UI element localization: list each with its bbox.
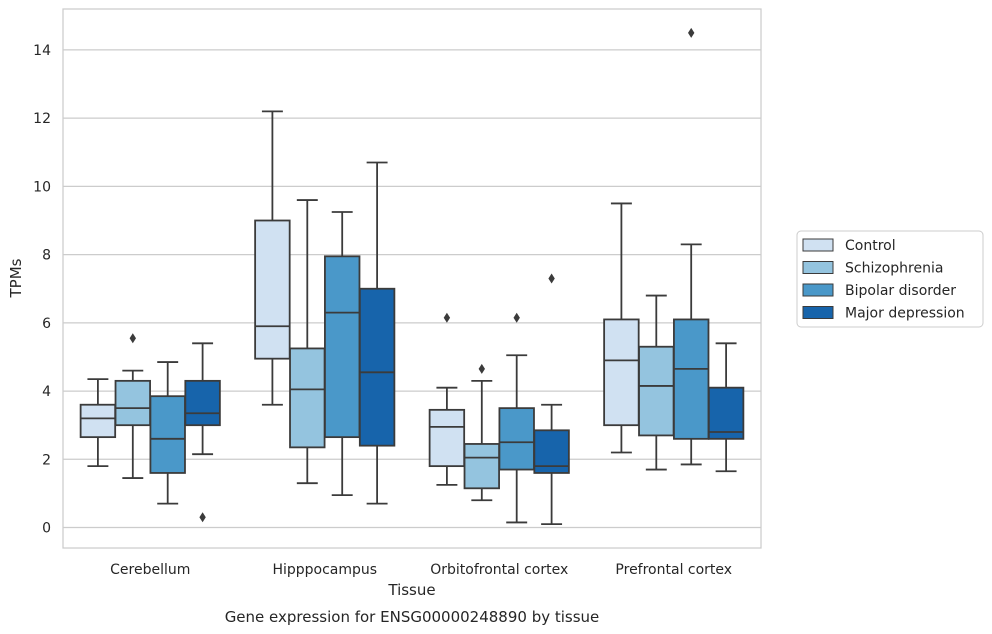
box-body (603, 318, 640, 427)
box-body (428, 408, 466, 468)
box-group (707, 342, 745, 473)
box-body (707, 386, 745, 440)
y-tick-label: 2 (42, 452, 51, 468)
outlier-marker (513, 312, 520, 323)
chart-caption: Gene expression for ENSG00000248890 by t… (225, 608, 600, 626)
box-group (428, 312, 466, 486)
box-group (79, 378, 117, 468)
box-group (254, 110, 291, 406)
legend-label: Bipolar disorder (845, 283, 956, 299)
box-group (673, 27, 710, 466)
box-body (358, 287, 396, 447)
box-group (149, 361, 186, 505)
box-group (498, 312, 535, 524)
outlier-marker (443, 312, 451, 323)
box-body (498, 407, 535, 471)
y-tick-label: 6 (42, 316, 51, 332)
legend-swatch (802, 238, 834, 252)
box-group (289, 199, 326, 485)
box-group (638, 294, 675, 471)
outlier-marker (129, 333, 136, 344)
x-tick-label: Cerebellum (110, 562, 190, 578)
outlier-marker (688, 27, 695, 38)
box-group (533, 273, 570, 526)
box-group (114, 333, 151, 479)
box-body (638, 345, 675, 437)
box-body (149, 395, 186, 474)
legend: Control Schizophrenia Bipolar disorder Majo… (796, 230, 984, 328)
x-tick-label: Orbitofrontal cortex (430, 562, 568, 578)
x-axis-label: Tissue (387, 581, 435, 599)
box-body (184, 379, 221, 427)
legend-swatch (802, 306, 834, 319)
legend-label: Control (845, 238, 896, 254)
y-axis-label: TPMs (7, 258, 25, 298)
y-tick-label: 8 (42, 248, 51, 264)
legend-frame (796, 230, 984, 328)
legend-label: Schizophrenia (845, 261, 943, 277)
legend-swatch (802, 283, 834, 297)
box-group (184, 342, 221, 523)
y-tick-label: 12 (33, 111, 51, 127)
box-body (673, 318, 710, 440)
boxes-layer (79, 27, 745, 526)
outlier-marker (548, 273, 555, 284)
y-tick-label: 0 (42, 521, 51, 537)
y-tick-label: 10 (33, 179, 51, 195)
box-body (324, 255, 361, 439)
x-tick-label: Prefrontal cortex (615, 562, 732, 578)
y-tick-label: 14 (33, 43, 51, 59)
y-tick-label: 4 (42, 384, 51, 400)
legend-swatch (802, 261, 834, 274)
box-body (79, 403, 117, 439)
box-body (289, 347, 326, 449)
box-group (324, 211, 361, 497)
outlier-marker (199, 512, 206, 523)
x-tick-label: Hipppocampus (272, 562, 377, 578)
box-group (358, 161, 396, 505)
box-body (114, 379, 151, 427)
legend-label: Major depression (845, 306, 965, 322)
box-body (254, 219, 291, 360)
box-body (463, 443, 500, 490)
outlier-marker (478, 363, 485, 374)
y-axis-ticks: 0 2 4 6 8 10 12 14 (33, 43, 51, 537)
x-axis-ticks: Cerebellum Hipppocampus Orbitofrontal cort… (110, 562, 732, 578)
